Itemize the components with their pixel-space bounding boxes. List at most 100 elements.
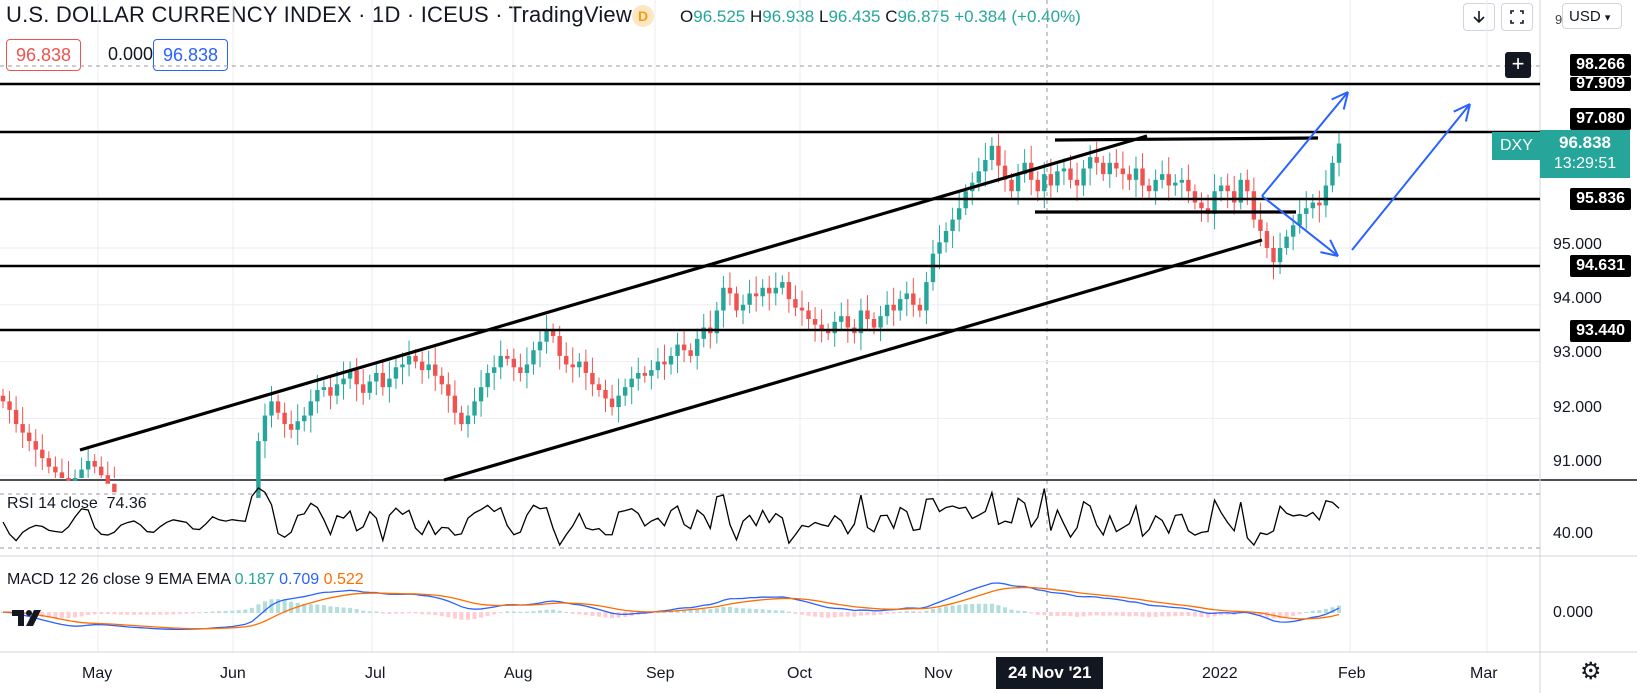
- macd-histogram-bar: [1075, 612, 1080, 617]
- candle-body: [550, 330, 556, 337]
- macd-histogram-bar: [577, 612, 582, 615]
- trendline: [1054, 136, 1319, 142]
- macd-histogram-bar: [1192, 612, 1197, 617]
- macd-histogram-bar: [793, 612, 798, 614]
- candle-body: [642, 372, 648, 376]
- time-label-feb: Feb: [1338, 665, 1366, 682]
- candle-body: [609, 398, 615, 408]
- macd-histogram-bar: [544, 609, 549, 613]
- candle-body: [1074, 179, 1080, 186]
- macd-histogram-bar: [682, 609, 687, 613]
- ohlc-readout: O96.525 H96.938 L96.435 C96.875 +0.384 (…: [680, 7, 1081, 27]
- candle-body: [714, 310, 720, 334]
- candle-body: [1146, 185, 1152, 192]
- price-tick-93: 93.000: [1553, 344, 1602, 361]
- time-label-nov: Nov: [924, 665, 953, 682]
- gear-icon: ⚙: [1580, 658, 1602, 685]
- candle-body: [596, 384, 602, 390]
- candle-body: [79, 469, 84, 479]
- candle-body: [734, 293, 739, 311]
- candle-body: [1133, 168, 1139, 180]
- sell-price-box[interactable]: 96.838: [6, 39, 82, 71]
- candle-body: [996, 145, 1001, 166]
- macd-histogram-bar: [1081, 612, 1086, 617]
- macd-histogram-bar: [760, 609, 765, 613]
- macd-histogram-bar: [1035, 612, 1040, 615]
- candle-body: [347, 370, 353, 379]
- macd-histogram-bar: [1009, 609, 1014, 613]
- macd-histogram-bar: [898, 611, 903, 613]
- macd-histogram-bar: [413, 612, 418, 614]
- macd-histogram-bar: [950, 605, 955, 613]
- time-label-mar: Mar: [1470, 665, 1498, 682]
- candle-body: [858, 310, 864, 334]
- candle-body: [426, 364, 431, 371]
- macd-histogram-bar: [479, 612, 484, 618]
- candle-body: [1297, 213, 1302, 226]
- macd-line: [2, 582, 1340, 631]
- macd-histogram-bar: [1199, 612, 1204, 618]
- macd-histogram-bar: [1120, 612, 1125, 616]
- macd-histogram-bar: [295, 602, 300, 613]
- candle-body: [531, 350, 536, 365]
- macd-histogram-bar: [1068, 612, 1073, 617]
- macd-histogram-bar: [721, 606, 726, 613]
- level-label-95836: 95.836: [1570, 188, 1631, 210]
- macd-histogram-bar: [269, 599, 274, 613]
- add-alert-button[interactable]: +: [1505, 52, 1531, 78]
- macd-histogram-bar: [1055, 612, 1060, 616]
- candle-body: [295, 421, 300, 430]
- macd-histogram-bar: [773, 610, 778, 613]
- time-label-jul: Jul: [365, 665, 386, 682]
- time-label-aug: Aug: [504, 665, 533, 682]
- macd-histogram-bar: [99, 612, 104, 615]
- macd-histogram-bar: [891, 612, 896, 614]
- macd-histogram-bar: [1278, 612, 1283, 619]
- fullscreen-button[interactable]: [1501, 3, 1533, 31]
- macd-histogram-bar: [236, 610, 241, 613]
- macd-histogram-bar: [1003, 607, 1007, 613]
- macd-histogram-bar: [348, 607, 353, 613]
- candle-body: [747, 293, 752, 305]
- currency-select[interactable]: USD ▾: [1562, 3, 1622, 29]
- macd-histogram-bar: [177, 612, 182, 615]
- macd-hist-value: 0.187: [234, 571, 275, 588]
- macd-histogram-bar: [865, 612, 870, 616]
- macd-histogram-bar: [1219, 612, 1224, 616]
- currency-value: USD: [1569, 8, 1601, 25]
- chart-settings-button[interactable]: ⚙: [1580, 657, 1602, 686]
- macd-histogram-bar: [289, 601, 294, 613]
- macd-histogram-bar: [217, 611, 222, 613]
- candle-body: [85, 461, 91, 470]
- macd-histogram-bar: [885, 612, 890, 614]
- macd-histogram-bar: [917, 611, 922, 613]
- candle-body: [662, 361, 667, 365]
- download-button[interactable]: [1463, 3, 1495, 31]
- high-label: H: [749, 7, 763, 26]
- macd-histogram-bar: [878, 612, 883, 615]
- candle-body: [1323, 185, 1329, 206]
- open-label: O: [680, 7, 694, 26]
- macd-histogram-bar: [524, 611, 529, 613]
- macd-histogram-bar: [158, 612, 163, 615]
- macd-histogram-bar: [832, 612, 837, 618]
- macd-histogram-bar: [603, 612, 608, 618]
- rsi-legend: RSI 14 close 74.36: [7, 495, 147, 513]
- candle-body: [1192, 191, 1198, 203]
- candle-body: [511, 358, 517, 368]
- candle-body: [1290, 225, 1296, 237]
- buy-price-box[interactable]: 96.838: [153, 39, 229, 71]
- projection-arrow: [1261, 195, 1339, 257]
- candle-body: [498, 355, 503, 368]
- tradingview-logo[interactable]: [12, 606, 46, 634]
- candle-body: [1251, 191, 1257, 220]
- candle-body: [66, 478, 71, 481]
- arrow-head: [1342, 91, 1349, 110]
- candle-body: [793, 299, 798, 308]
- candle-body: [7, 401, 12, 410]
- candle-body: [924, 282, 929, 311]
- candle-body: [302, 415, 307, 422]
- candle-body: [629, 378, 634, 388]
